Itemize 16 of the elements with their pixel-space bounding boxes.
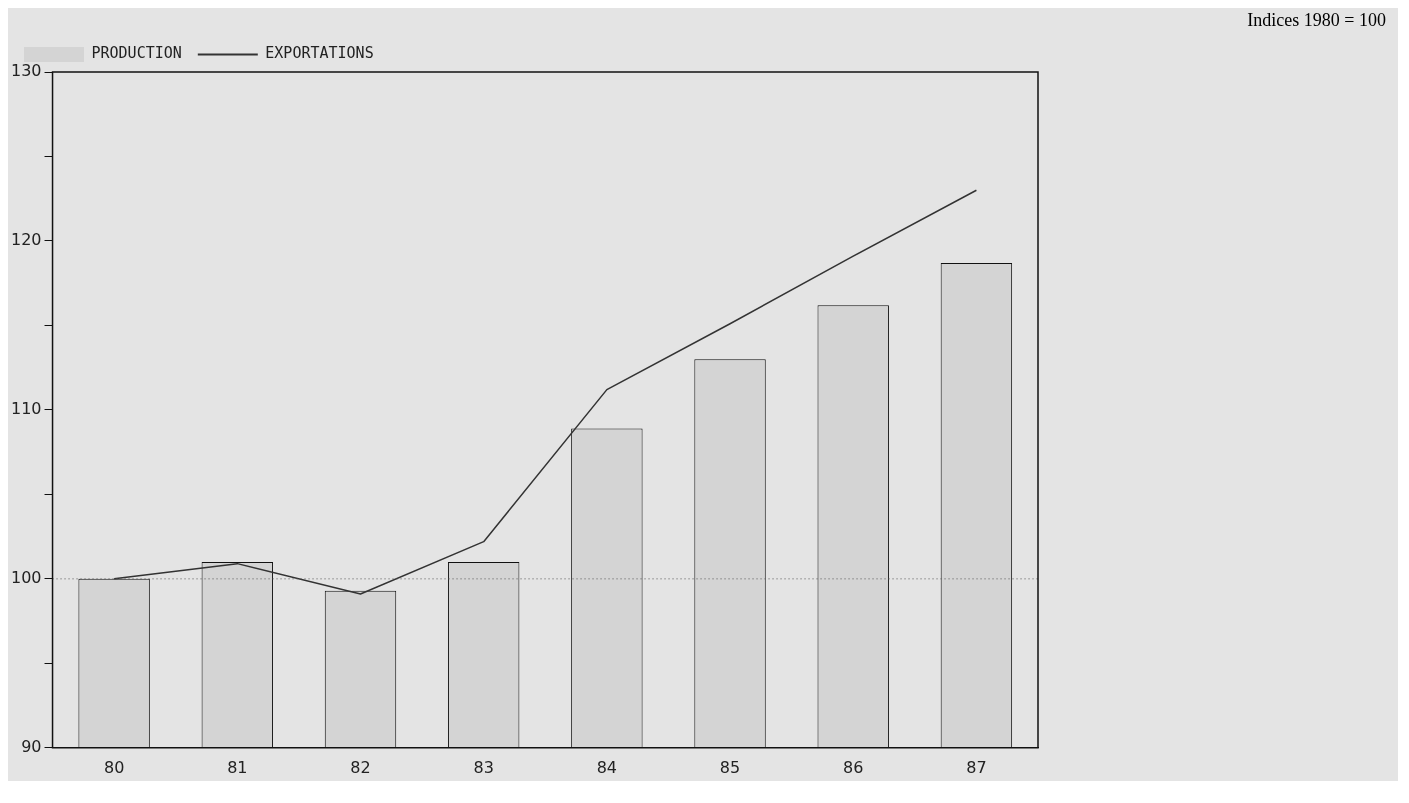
x-tick-label: 80 bbox=[103, 757, 125, 777]
x-tick-label: 83 bbox=[473, 757, 494, 777]
y-tick-label: 100 bbox=[10, 568, 42, 588]
x-tick-label: 81 bbox=[227, 757, 248, 777]
x-tick-label: 84 bbox=[596, 757, 618, 777]
y-tick-label: 110 bbox=[10, 399, 42, 419]
y-tick-label: 120 bbox=[10, 230, 42, 250]
text: Indices 1980 = 100 bbox=[1246, 9, 1387, 31]
legend-label: PRODUCTION bbox=[91, 44, 182, 63]
x-tick-label: 87 bbox=[966, 757, 987, 777]
y-tick-label: 130 bbox=[10, 61, 42, 81]
x-tick-label: 85 bbox=[719, 757, 741, 777]
x-tick-label: 86 bbox=[843, 757, 864, 777]
x-tick-label: 82 bbox=[350, 757, 371, 777]
legend-label: EXPORTATIONS bbox=[265, 44, 374, 63]
y-tick-label: 90 bbox=[21, 736, 42, 756]
